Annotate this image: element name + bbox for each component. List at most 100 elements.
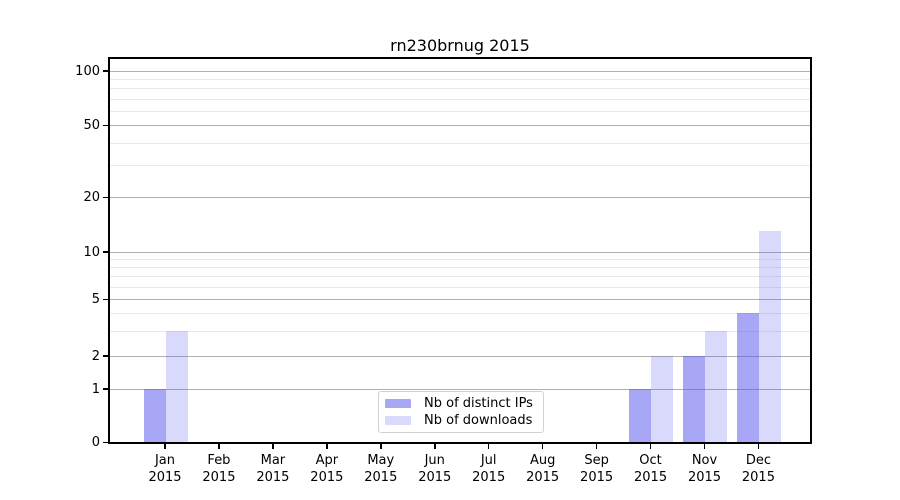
x-tick-year: 2015 <box>580 470 614 485</box>
x-tick-year: 2015 <box>202 470 236 485</box>
minor-gridline <box>110 111 810 113</box>
y-tick-mark <box>103 251 108 253</box>
x-tick-mark <box>487 444 490 449</box>
minor-gridline <box>110 330 810 332</box>
minor-gridline <box>110 98 810 100</box>
x-tick-month: Aug <box>529 453 556 468</box>
bar-distinct-ips-nov <box>683 356 705 443</box>
legend: Nb of distinct IPs Nb of downloads <box>378 391 544 433</box>
x-tick-label: Jan 2015 <box>137 452 193 486</box>
x-tick-mark <box>380 444 382 449</box>
minor-gridline <box>110 165 810 167</box>
bar-distinct-ips-dec <box>736 313 759 443</box>
y-tick-label: 2 <box>91 348 100 364</box>
bar-downloads-jan <box>165 330 188 443</box>
x-tick-year: 2015 <box>472 470 506 485</box>
x-tick-label: Feb 2015 <box>191 452 247 486</box>
y-tick-label: 100 <box>75 63 100 79</box>
x-tick-label: May 2015 <box>353 452 409 486</box>
y-tick-mark <box>103 124 108 127</box>
x-tick-mark <box>164 444 166 449</box>
legend-swatch-distinct-ips <box>385 399 411 408</box>
bar-downloads-oct <box>651 356 674 443</box>
major-gridline <box>110 197 810 199</box>
y-tick-label: 0 <box>91 435 100 450</box>
x-tick-month: Jun <box>424 453 445 468</box>
x-tick-mark <box>433 444 436 449</box>
y-tick-mark <box>103 298 108 301</box>
minor-gridline <box>110 267 810 269</box>
x-tick-mark <box>326 444 328 449</box>
y-tick-label: 50 <box>83 117 100 133</box>
minor-gridline <box>110 276 810 278</box>
x-tick-label: Oct 2015 <box>623 452 679 486</box>
x-tick-year: 2015 <box>364 470 398 485</box>
x-tick-month: Nov <box>691 453 718 468</box>
x-tick-month: Mar <box>260 453 286 468</box>
x-tick-label: Apr 2015 <box>299 452 355 486</box>
x-tick-year: 2015 <box>310 470 344 485</box>
x-tick-month: Jan <box>154 453 176 468</box>
bar-distinct-ips-oct <box>629 389 652 443</box>
x-tick-month: Sep <box>584 453 609 468</box>
x-tick-mark <box>703 444 706 449</box>
legend-label-downloads: Nb of downloads <box>424 413 533 428</box>
y-tick-mark <box>103 196 108 199</box>
x-tick-year: 2015 <box>741 470 775 485</box>
minor-gridline <box>110 142 810 144</box>
minor-gridline <box>110 286 810 288</box>
x-tick-year: 2015 <box>526 470 560 485</box>
x-tick-mark <box>757 444 760 449</box>
chart-title: rn230brnug 2015 <box>390 36 530 55</box>
minor-gridline <box>110 259 810 261</box>
x-tick-year: 2015 <box>148 470 182 485</box>
minor-gridline <box>110 313 810 315</box>
y-tick-label: 20 <box>83 189 100 205</box>
x-tick-mark <box>272 444 274 449</box>
y-tick-mark <box>103 441 108 444</box>
major-gridline <box>110 389 810 390</box>
major-gridline <box>110 125 810 127</box>
x-tick-mark <box>649 444 652 449</box>
x-tick-label: Nov 2015 <box>677 452 733 486</box>
x-tick-mark <box>541 444 544 449</box>
y-tick-mark <box>103 355 108 357</box>
y-tick-label: 5 <box>91 291 100 307</box>
y-tick-mark <box>103 388 108 390</box>
major-gridline <box>110 71 810 72</box>
bar-distinct-ips-jan <box>143 389 166 443</box>
y-tick-mark <box>103 70 108 72</box>
x-tick-month: Feb <box>207 453 231 468</box>
x-tick-label: Jul 2015 <box>461 452 517 486</box>
legend-swatch-downloads <box>385 416 411 425</box>
x-tick-month: Oct <box>639 453 662 468</box>
x-tick-label: Sep 2015 <box>569 452 625 486</box>
x-tick-year: 2015 <box>687 470 722 485</box>
x-tick-month: Dec <box>745 453 772 468</box>
legend-item-distinct-ips: Nb of distinct IPs <box>385 395 537 412</box>
legend-item-downloads: Nb of downloads <box>385 412 537 429</box>
bar-downloads-nov <box>705 330 727 443</box>
y-tick-label: 10 <box>83 244 100 260</box>
major-gridline <box>110 299 810 301</box>
minor-gridline <box>110 79 810 81</box>
legend-label-distinct-ips: Nb of distinct IPs <box>424 396 533 411</box>
x-tick-month: May <box>367 453 395 468</box>
x-tick-label: Jun 2015 <box>407 452 463 486</box>
x-tick-year: 2015 <box>256 470 290 485</box>
x-tick-month: Jul <box>480 453 497 468</box>
x-tick-year: 2015 <box>418 470 452 485</box>
x-tick-mark <box>595 444 598 449</box>
minor-gridline <box>110 88 810 90</box>
bar-downloads-dec <box>758 231 781 443</box>
major-gridline <box>110 252 810 253</box>
x-tick-year: 2015 <box>634 470 668 485</box>
x-tick-label: Dec 2015 <box>730 452 786 486</box>
x-tick-label: Aug 2015 <box>515 452 571 486</box>
x-tick-mark <box>218 444 220 449</box>
major-gridline <box>110 356 810 357</box>
